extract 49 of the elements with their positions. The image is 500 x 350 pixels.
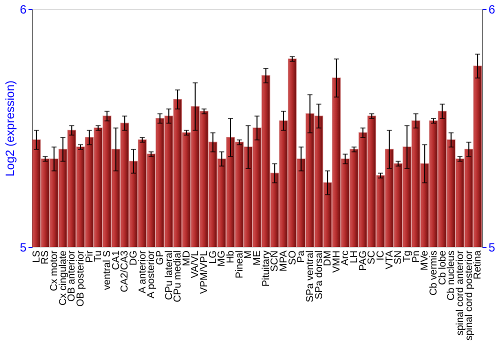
x-tick-label: VMH (331, 250, 342, 273)
x-tick-label: MVe (420, 250, 431, 271)
x-tick-label: DG (128, 250, 140, 266)
x-tick-label: MPA (278, 250, 290, 272)
x-tick-label: Tg (402, 250, 413, 262)
x-tick-label: GP (154, 250, 166, 265)
x-tick-label: SN (393, 250, 404, 264)
x-tick-label: SCN (270, 250, 281, 272)
x-tick-label: LS (31, 250, 42, 263)
x-tick-label: ventral S (102, 250, 113, 290)
x-tick-label: LH (349, 250, 360, 264)
x-tick-label: Cx cingulate (58, 250, 69, 306)
x-tick-label: OB posterior (76, 250, 87, 307)
x-tick-label: CA1 (110, 250, 122, 270)
x-tick-label: A posterior (146, 250, 158, 298)
x-tick-label: Pir (84, 250, 96, 263)
x-tick-label: Hb (226, 250, 237, 264)
x-tick-label: DM (322, 250, 334, 266)
y-axis-title: Log2 (expression) (2, 80, 17, 177)
x-tick-label: Pa (296, 250, 308, 263)
x-tick-label: LG (208, 250, 219, 264)
x-tick-label: A anterior (137, 250, 148, 294)
x-tick-label: Tu (93, 250, 104, 262)
x-tick-label: ME (252, 250, 263, 266)
x-tick-label: Pineal (234, 250, 246, 278)
x-tick-label: Arc (340, 250, 352, 266)
x-tick-label: Retina (472, 250, 484, 280)
y2-tick-label: 5 (488, 240, 496, 254)
y2-tick-label: 6 (488, 2, 496, 16)
x-tick-label: SC (366, 250, 378, 264)
x-tick-label: spinal cord anterior (454, 250, 466, 336)
x-tick-label: SPa ventral (304, 250, 316, 302)
x-tick-label: Pn (410, 250, 422, 263)
x-tick-label: OB anterior (66, 250, 78, 302)
x-tick-label: Pituitary (260, 250, 272, 287)
x-tick-label: VPM/VPL (199, 250, 210, 294)
x-tick-label: CA2/CA3 (120, 250, 131, 292)
x-tick-label: SO (287, 250, 298, 265)
x-tick-label: Cb lobe (437, 250, 448, 285)
x-tick-label: IC (376, 250, 387, 260)
x-tick-label: M (243, 250, 254, 259)
x-tick-label: PAG (358, 250, 369, 271)
x-tick-label: spinal cord posterior (464, 250, 475, 341)
x-tick-label: VTA (384, 250, 396, 270)
x-tick-label: RS (40, 250, 52, 264)
x-tick-label: CPu medial (172, 250, 184, 302)
x-tick-label: SPa dorsal (314, 250, 325, 300)
x-tick-label: Cb nucleus (446, 250, 458, 301)
x-tick-label: Cb vermis (428, 250, 440, 296)
